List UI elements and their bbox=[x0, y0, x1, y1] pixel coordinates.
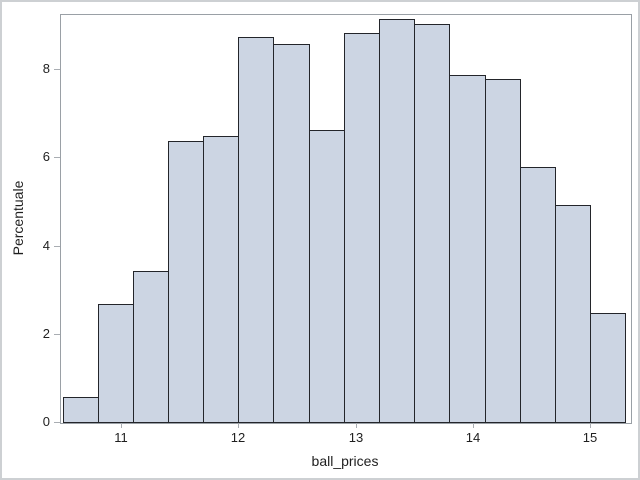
y-axis-title: Percentuale bbox=[10, 180, 26, 256]
x-tick-mark bbox=[590, 423, 591, 428]
y-tick-label: 2 bbox=[42, 326, 50, 341]
x-axis-title: ball_prices bbox=[311, 453, 379, 469]
histogram-bars-container bbox=[61, 15, 631, 423]
x-tick-mark bbox=[356, 423, 357, 428]
histogram-bar bbox=[414, 24, 450, 423]
histogram-bar bbox=[238, 37, 274, 423]
histogram-bar bbox=[98, 304, 134, 423]
y-tick-label: 4 bbox=[42, 238, 50, 253]
x-tick-mark bbox=[121, 423, 122, 428]
x-tick-mark bbox=[238, 423, 239, 428]
histogram-bar bbox=[555, 205, 591, 423]
histogram-bar bbox=[590, 313, 626, 423]
y-tick-label: 8 bbox=[42, 61, 50, 76]
histogram-bar bbox=[485, 79, 521, 423]
histogram-bar bbox=[273, 44, 310, 423]
y-tick-label: 0 bbox=[42, 414, 50, 429]
y-tick-mark bbox=[54, 334, 60, 335]
y-tick-mark bbox=[54, 246, 60, 247]
y-tick-mark bbox=[54, 422, 60, 423]
histogram-bar bbox=[168, 141, 204, 423]
histogram-bar bbox=[203, 136, 239, 423]
histogram-bar bbox=[520, 167, 556, 423]
y-tick-label: 6 bbox=[42, 149, 50, 164]
histogram-bar bbox=[63, 397, 99, 423]
y-tick-mark bbox=[54, 157, 60, 158]
x-tick-mark bbox=[473, 423, 474, 428]
histogram-bar bbox=[133, 271, 169, 423]
x-tick-label: 15 bbox=[582, 430, 598, 445]
histogram-bar bbox=[344, 33, 380, 423]
histogram-bar bbox=[309, 130, 345, 423]
histogram-bar bbox=[379, 19, 415, 423]
x-tick-label: 14 bbox=[465, 430, 481, 445]
x-tick-label: 13 bbox=[348, 430, 364, 445]
y-tick-mark bbox=[54, 69, 60, 70]
x-tick-label: 12 bbox=[230, 430, 246, 445]
x-tick-label: 11 bbox=[114, 430, 128, 445]
histogram-bar bbox=[449, 75, 486, 423]
plot-area bbox=[60, 14, 632, 424]
